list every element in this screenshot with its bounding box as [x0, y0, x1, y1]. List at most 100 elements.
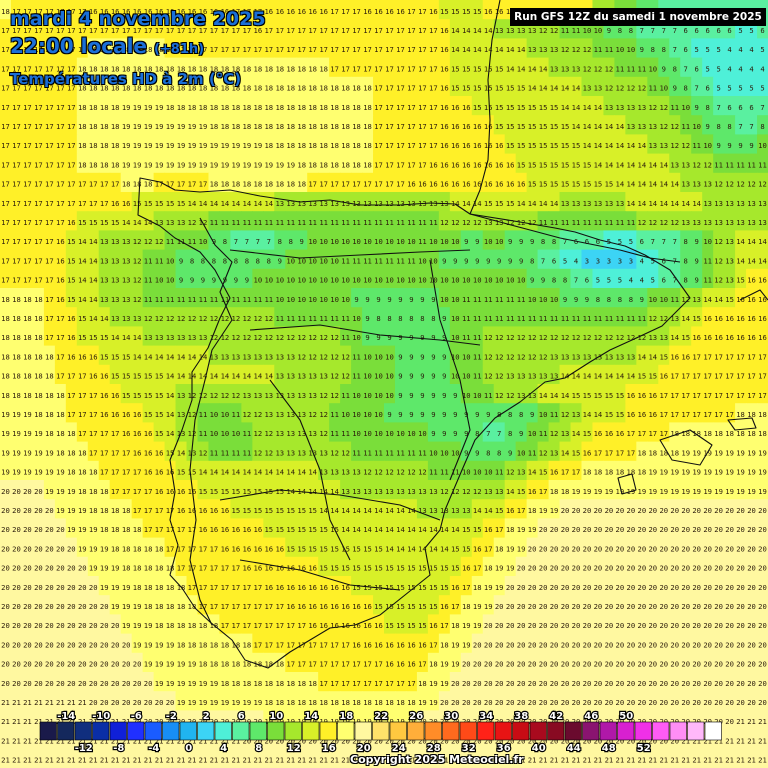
temperature-cell — [713, 345, 725, 366]
temperature-value: 15 — [594, 180, 603, 189]
temperature-cell — [65, 326, 78, 347]
temperature-value: 19 — [12, 448, 21, 457]
temperature-cell — [307, 556, 319, 577]
temperature-cell — [384, 384, 396, 404]
temperature-value: 16 — [133, 448, 142, 457]
temperature-value: 20 — [45, 525, 54, 534]
temperature-cell — [307, 422, 319, 443]
temperature-cell — [32, 460, 45, 481]
temperature-cell — [164, 384, 177, 404]
temperature-cell — [120, 0, 133, 20]
temperature-cell — [285, 153, 297, 174]
temperature-cell — [460, 345, 473, 366]
temperature-cell — [713, 364, 725, 385]
temperature-value: 12 — [659, 218, 668, 227]
temperature-cell — [340, 537, 352, 558]
temperature-value: 20 — [659, 564, 668, 573]
temperature-cell — [384, 576, 396, 596]
temperature-value: 6 — [716, 26, 720, 35]
temperature-cell — [230, 537, 242, 558]
temperature-value: 16 — [286, 7, 295, 16]
temperature-cell — [537, 480, 550, 500]
temperature-cell — [449, 249, 462, 270]
temperature-cell — [746, 480, 758, 500]
temperature-cell — [87, 345, 100, 366]
temperature-cell — [98, 115, 111, 135]
temperature-value: 16 — [166, 468, 175, 477]
temperature-cell — [296, 403, 308, 423]
temperature-value: 12 — [297, 352, 306, 361]
temperature-cell — [504, 480, 517, 500]
temperature-cell — [438, 134, 451, 155]
temperature-cell — [318, 595, 330, 615]
temperature-cell — [43, 268, 56, 289]
temperature-cell — [691, 115, 703, 135]
temperature-cell — [0, 172, 12, 193]
temperature-value: 19 — [659, 487, 668, 496]
temperature-cell — [702, 460, 714, 481]
temperature-cell — [373, 422, 385, 443]
temperature-cell — [131, 19, 144, 39]
temperature-value: 15 — [462, 84, 471, 93]
temperature-cell — [515, 326, 528, 347]
temperature-cell — [120, 76, 133, 97]
temperature-cell — [669, 172, 681, 193]
temperature-value: 5 — [716, 64, 720, 73]
temperature-cell — [76, 364, 89, 385]
temperature-cell — [285, 19, 297, 39]
temperature-cell — [537, 384, 550, 404]
temperature-cell — [570, 441, 583, 462]
temperature-cell — [230, 96, 242, 116]
temperature-value: 10 — [703, 141, 712, 150]
temperature-cell — [559, 403, 572, 423]
temperature-cell — [746, 364, 758, 385]
temperature-cell — [175, 153, 188, 174]
temperature-value: 14 — [188, 199, 197, 208]
temperature-cell — [592, 326, 605, 347]
temperature-value: 15 — [67, 237, 76, 246]
temperature-cell — [515, 76, 528, 97]
temperature-cell — [493, 326, 506, 347]
temperature-value: 12 — [495, 333, 504, 342]
temperature-value: 17 — [418, 84, 427, 93]
temperature-cell — [449, 288, 462, 308]
temperature-cell — [131, 422, 144, 443]
temperature-value: 15 — [177, 199, 186, 208]
temperature-value: 17 — [221, 583, 230, 592]
temperature-cell — [680, 76, 692, 97]
temperature-value: 11 — [330, 314, 339, 323]
temperature-cell — [636, 288, 648, 308]
temperature-value: 11 — [166, 237, 175, 246]
temperature-cell — [757, 364, 768, 385]
temperature-value: 16 — [583, 448, 592, 457]
temperature-value: 10 — [418, 429, 427, 438]
temperature-value: 17 — [407, 103, 416, 112]
temperature-value: 11 — [275, 218, 284, 227]
temperature-cell — [252, 38, 264, 59]
temperature-cell — [713, 556, 725, 577]
temperature-cell — [482, 115, 495, 135]
temperature-cell — [120, 556, 133, 577]
temperature-value: 12 — [648, 103, 657, 112]
temperature-cell — [384, 480, 396, 500]
temperature-value: 10 — [363, 237, 372, 246]
temperature-value: 17 — [67, 103, 76, 112]
temperature-value: 13 — [330, 468, 339, 477]
temperature-cell — [504, 192, 517, 212]
temperature-value: 17 — [67, 141, 76, 150]
temperature-cell — [120, 480, 133, 500]
temperature-value: 20 — [23, 602, 32, 611]
temperature-cell — [230, 153, 242, 174]
temperature-cell — [329, 537, 341, 558]
temperature-cell — [65, 134, 78, 155]
temperature-cell — [691, 576, 703, 596]
temperature-value: 12 — [594, 333, 603, 342]
temperature-cell — [318, 0, 330, 20]
temperature-value: 16 — [111, 410, 120, 419]
temperature-value: 12 — [638, 84, 647, 93]
temperature-value: 13 — [572, 199, 581, 208]
temperature-cell — [702, 134, 714, 155]
temperature-value: 19 — [243, 141, 252, 150]
temperature-value: 17 — [111, 429, 120, 438]
temperature-value: 19 — [122, 602, 131, 611]
